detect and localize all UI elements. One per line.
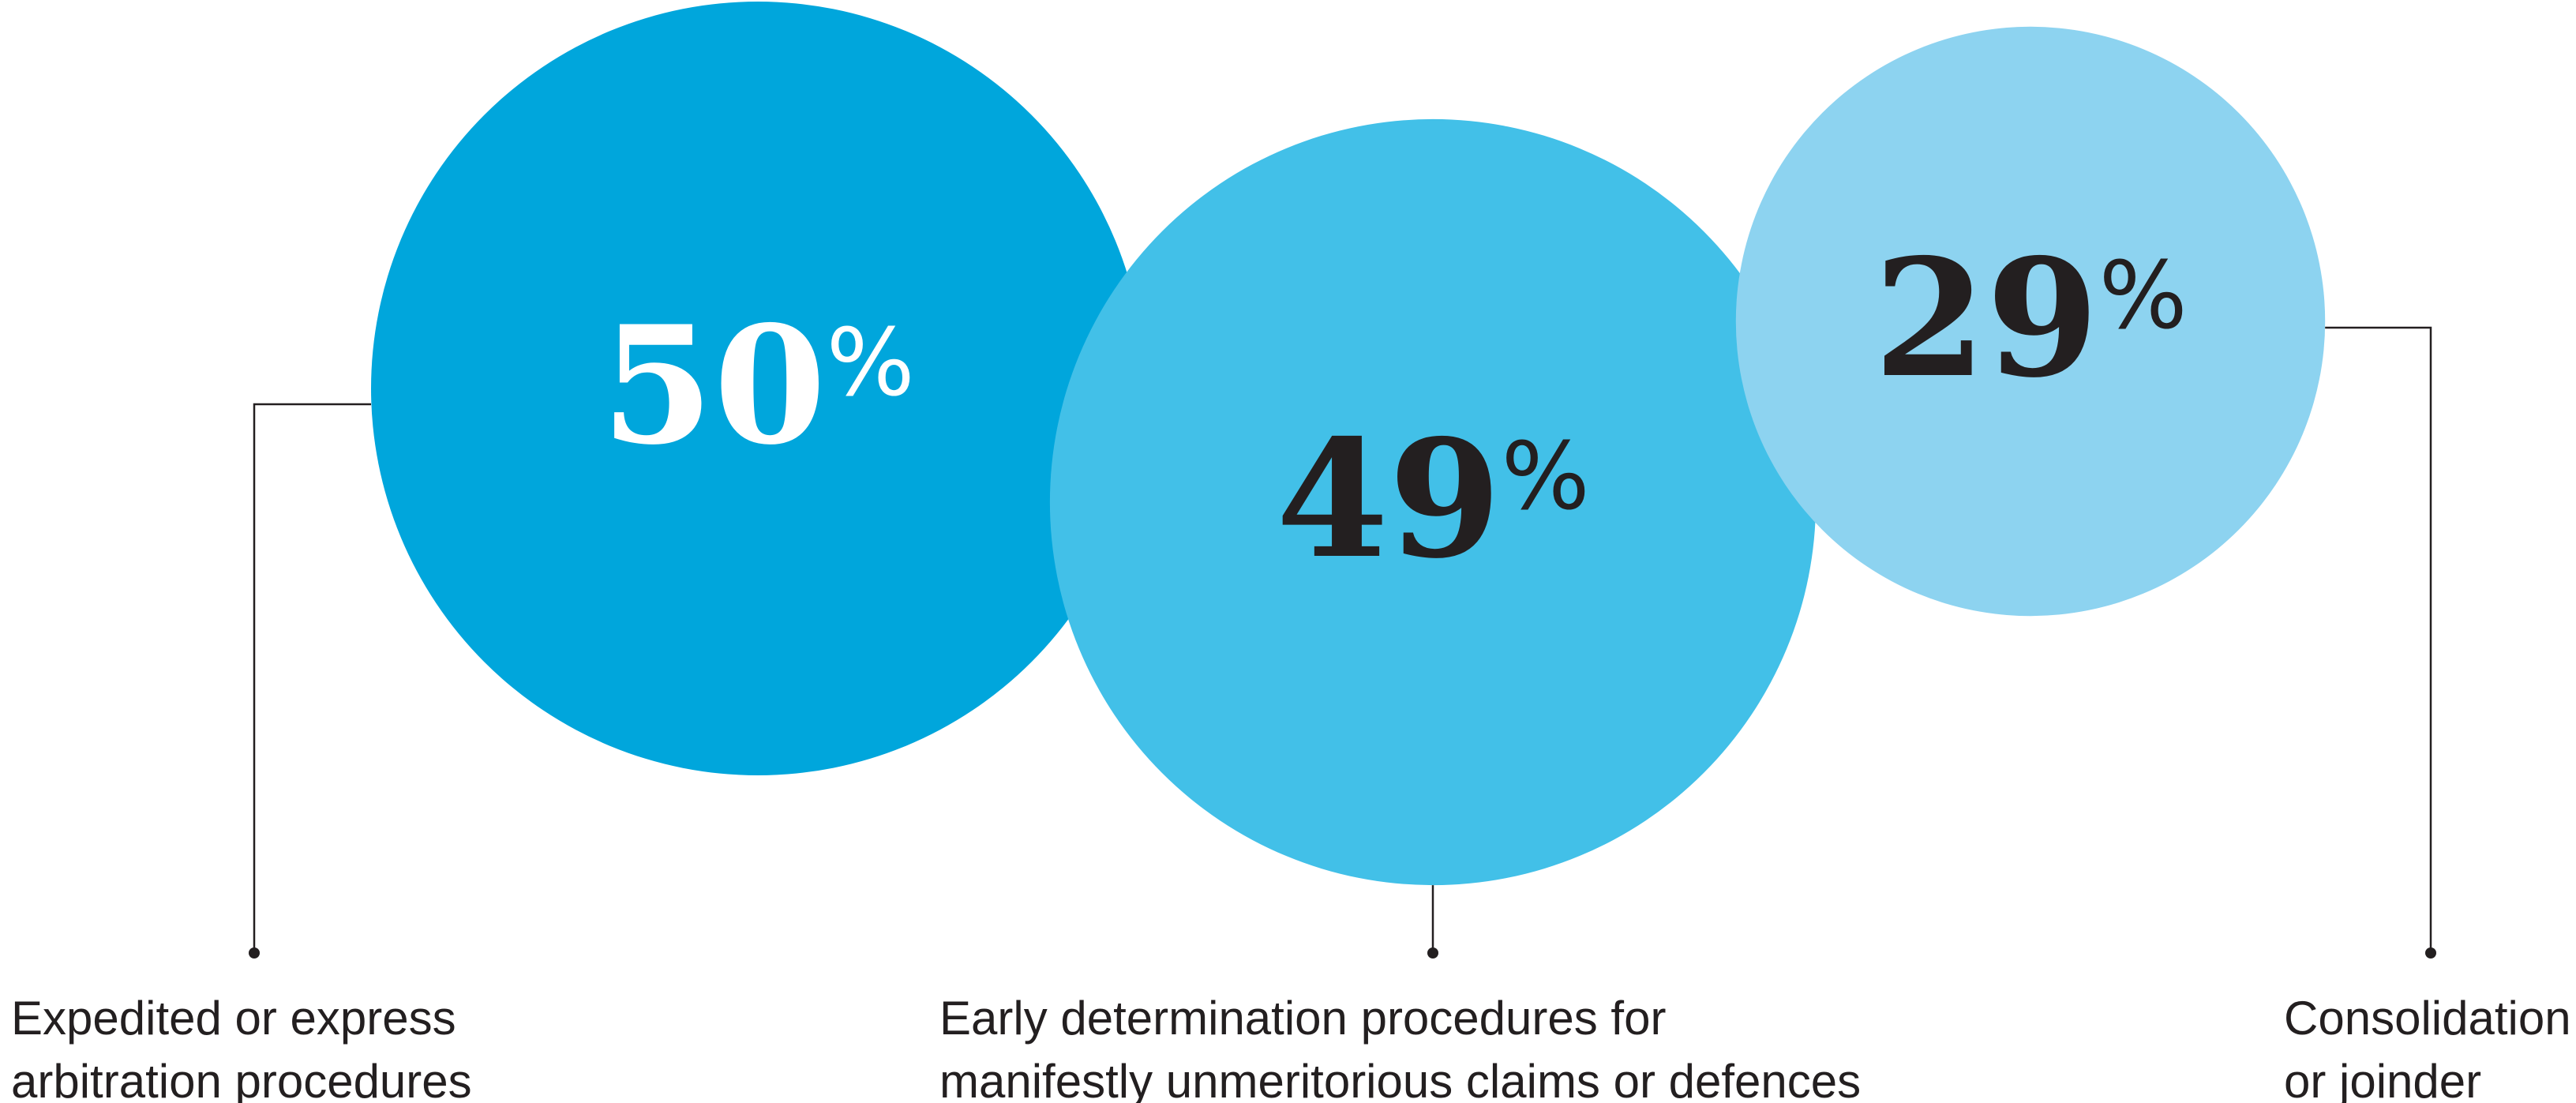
value-label-3: 29% bbox=[1873, 224, 2187, 414]
value-labels-layer: 50%49%29% bbox=[601, 224, 2187, 595]
value-unit-1: % bbox=[827, 308, 915, 417]
category-label-1-line-2: arbitration procedures bbox=[11, 1055, 472, 1103]
category-label-3-line-2: or joinder bbox=[2284, 1055, 2481, 1103]
bubble-1 bbox=[371, 2, 1145, 775]
value-number-3: 29 bbox=[1873, 224, 2098, 414]
value-unit-3: % bbox=[2099, 241, 2188, 350]
leader-lines-layer bbox=[249, 326, 2436, 959]
bubble-2 bbox=[1049, 118, 1817, 886]
category-label-1: Expedited or express arbitration procedur… bbox=[11, 992, 472, 1103]
category-labels-layer: Expedited or express arbitration procedur… bbox=[11, 992, 2571, 1103]
category-label-3-line-1: Consolidation bbox=[2284, 992, 2571, 1045]
category-label-1-line-1: Expedited or express bbox=[11, 992, 456, 1045]
value-label-1: 50% bbox=[601, 291, 914, 481]
leader-line-1 bbox=[253, 403, 371, 953]
leader-line-3 bbox=[2325, 326, 2432, 953]
category-label-2: Early determination procedures for manife… bbox=[939, 992, 1861, 1103]
bubble-3 bbox=[1735, 26, 2326, 617]
value-label-2: 49% bbox=[1276, 405, 1589, 595]
value-number-2: 49 bbox=[1276, 405, 1501, 595]
category-label-2-line-2: manifestly unmeritorious claims or defen… bbox=[939, 1055, 1861, 1103]
value-number-1: 50 bbox=[601, 291, 826, 481]
category-label-3: Consolidation or joinder bbox=[2284, 992, 2571, 1103]
value-unit-2: % bbox=[1502, 422, 1590, 531]
category-label-2-line-1: Early determination procedures for bbox=[939, 992, 1666, 1045]
bubbles-layer bbox=[371, 2, 2326, 886]
